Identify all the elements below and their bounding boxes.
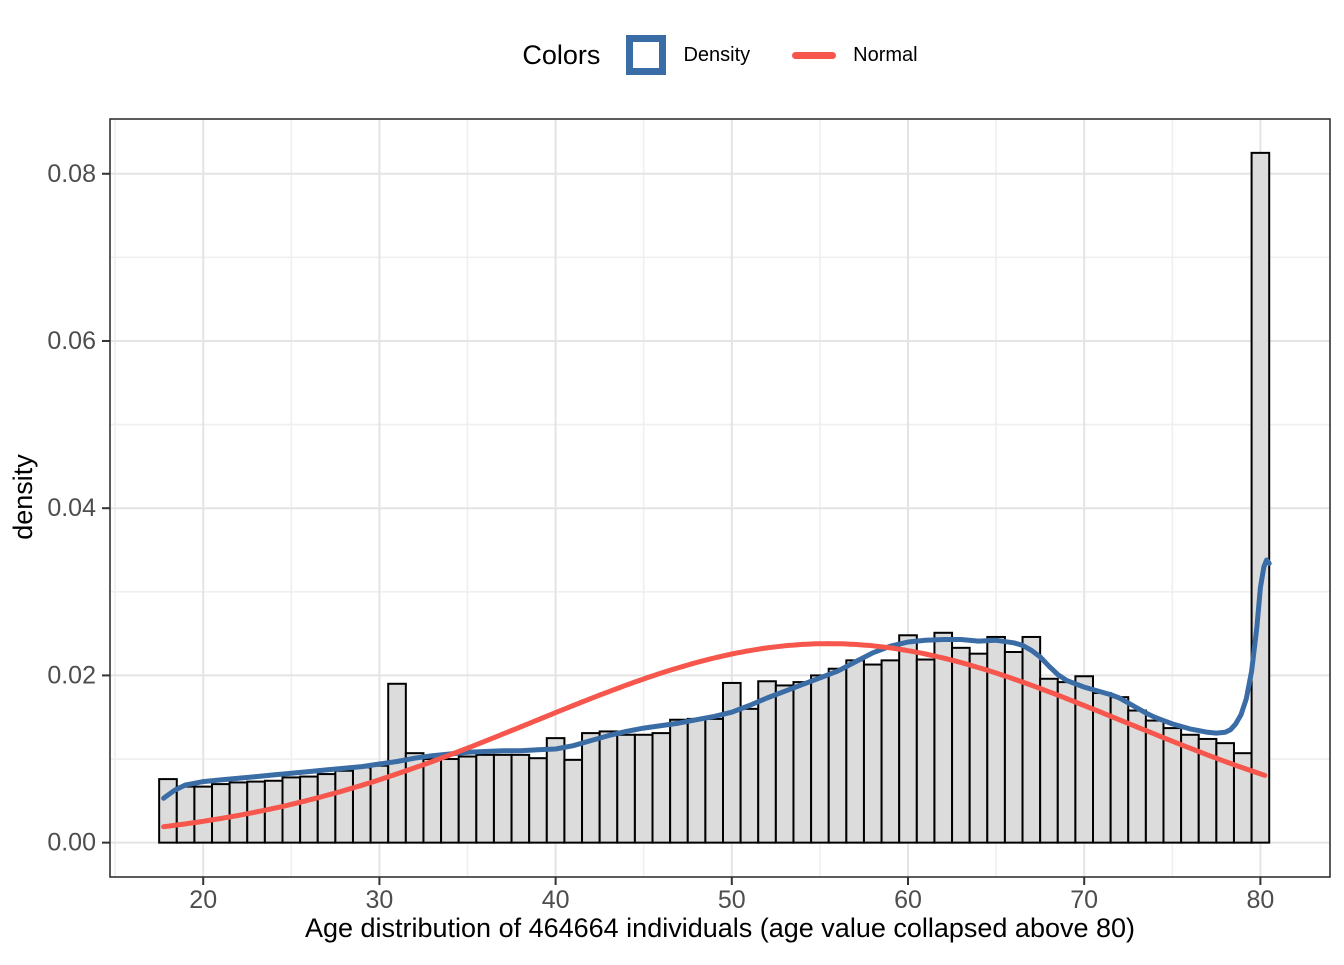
density-key-icon [626, 35, 667, 75]
legend-item-normal: Normal [792, 43, 918, 67]
x-axis-title: Age distribution of 464664 individuals (… [305, 913, 1135, 943]
histogram-bar [1039, 677, 1059, 844]
y-axis-title: density [8, 454, 38, 540]
histogram-bar [440, 758, 460, 844]
y-tick-label: 0.00 [47, 829, 96, 857]
histogram-bar [721, 681, 742, 844]
histogram-bar [774, 684, 795, 844]
x-tick-label: 60 [894, 886, 922, 914]
legend: Colors Density Normal [96, 30, 1344, 80]
histogram-bar [915, 658, 936, 844]
x-tick-labels: 20 30 40 50 60 70 80 [189, 886, 1274, 914]
histogram-bar [933, 631, 954, 844]
y-axis-ticks [102, 172, 110, 844]
legend-item-normal-label: Normal [853, 43, 918, 66]
histogram-bar [669, 718, 689, 844]
histogram-bar [510, 753, 531, 844]
histogram-bar [545, 737, 566, 844]
y-tick-label: 0.08 [47, 160, 96, 188]
y-tick-label: 0.02 [47, 661, 96, 689]
histogram-bar [1021, 635, 1042, 844]
histogram-bar [492, 753, 513, 844]
y-tick-labels: 0.00 0.02 0.04 0.06 0.08 [47, 160, 96, 857]
panel-border [109, 118, 1331, 878]
histogram-bar [704, 717, 724, 844]
histogram-bar [862, 663, 883, 844]
histogram-bar [281, 776, 302, 844]
histogram-bar [316, 773, 337, 844]
histogram-bar [986, 635, 1006, 844]
histogram-bar [299, 775, 319, 844]
x-tick-label: 50 [718, 886, 746, 914]
x-tick-label: 70 [1070, 886, 1098, 914]
histogram-bar [880, 659, 901, 844]
x-axis-ticks [202, 877, 1262, 885]
x-tick-label: 30 [366, 886, 394, 914]
histogram-bar [475, 753, 495, 844]
histogram-bar [351, 766, 372, 844]
histogram-bar [598, 730, 619, 844]
histogram-bar [739, 707, 760, 844]
histogram-bar [616, 733, 636, 844]
histogram-bar [193, 785, 214, 844]
density-curve [161, 557, 1272, 801]
histogram-bar [951, 646, 971, 844]
bars-group [158, 151, 1271, 844]
histogram-bar [792, 681, 813, 844]
histogram-bar [633, 733, 654, 844]
histogram-bar [757, 680, 777, 844]
histogram-bar [175, 785, 196, 844]
histogram-bar [651, 732, 672, 844]
x-tick-label: 80 [1246, 886, 1274, 914]
histogram-bar [1250, 151, 1271, 844]
x-tick-label: 40 [542, 886, 570, 914]
histogram-bar [810, 674, 830, 844]
histogram-bar [422, 758, 443, 844]
legend-item-density: Density [626, 35, 750, 75]
histogram-bar [968, 652, 989, 844]
legend-item-density-label: Density [683, 43, 751, 66]
grid-minor [110, 119, 1330, 877]
normal-curve [161, 641, 1268, 830]
histogram-bar [581, 732, 601, 844]
x-tick-label: 20 [189, 886, 217, 914]
y-tick-label: 0.04 [47, 494, 96, 522]
histogram-bar [528, 757, 548, 844]
histogram-bar [1056, 681, 1077, 844]
y-tick-label: 0.06 [47, 327, 96, 355]
histogram-bar [211, 783, 231, 844]
histogram-bar [898, 634, 918, 844]
histogram-bar [686, 717, 707, 844]
legend-title: Colors [522, 39, 601, 70]
histogram-bar [457, 755, 478, 844]
histogram-bar [563, 758, 584, 844]
histogram-bar [827, 667, 848, 844]
histogram-bar [334, 769, 354, 844]
normal-key-icon [792, 51, 837, 59]
histogram-bar [845, 659, 865, 844]
